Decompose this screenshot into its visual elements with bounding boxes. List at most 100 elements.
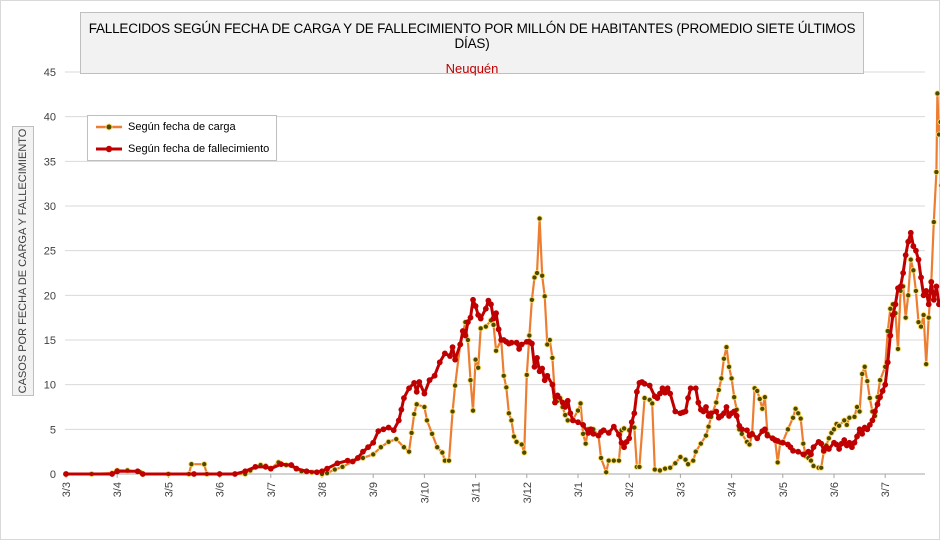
legend-line-fallecimiento-icon	[96, 145, 122, 153]
fallecimiento-point	[616, 431, 622, 438]
fallecimiento-point	[915, 256, 922, 263]
fallecimiento-point	[918, 274, 924, 281]
chart-title: FALLECIDOS SEGÚN FECHA DE CARGA Y DE FAL…	[88, 21, 856, 51]
x-tick-label: 3/4	[727, 482, 739, 497]
fallecimiento-point	[790, 447, 796, 454]
fallecimiento-point	[692, 385, 699, 392]
x-tick-label: 3/1	[573, 482, 585, 497]
carga-point	[685, 461, 692, 468]
fallecimiento-point	[808, 451, 814, 458]
carga-point	[912, 287, 919, 294]
fallecimiento-point	[841, 437, 848, 443]
fallecimiento-point	[465, 319, 471, 326]
fallecimiento-point	[109, 471, 115, 477]
fallecimiento-point	[795, 448, 802, 455]
carga-point	[641, 395, 648, 402]
fallecimiento-point	[139, 471, 146, 477]
fallecimiento-point	[401, 395, 407, 401]
fallecimiento-point	[426, 377, 433, 384]
carga-point	[713, 399, 720, 406]
carga-point	[925, 314, 932, 321]
carga-point	[661, 465, 669, 472]
carga-point	[759, 405, 766, 412]
carga-point	[800, 440, 807, 447]
fallecimiento-point	[859, 430, 866, 437]
fallecimiento-point	[541, 377, 548, 384]
carga-point	[692, 448, 699, 455]
carga-point	[836, 422, 843, 429]
fallecimiento-point	[700, 408, 707, 415]
carga-point	[434, 444, 441, 451]
fallecimiento-point	[657, 390, 663, 397]
carga-point	[933, 169, 940, 176]
fallecimiento-point	[554, 392, 561, 399]
carga-point	[846, 414, 853, 421]
carga-point	[531, 274, 538, 281]
x-tick-label: 3/12	[522, 482, 534, 503]
carga-point	[549, 354, 556, 361]
fallecimiento-point	[567, 410, 574, 417]
fallecimiento-point	[913, 247, 919, 254]
fallecimiento-point	[897, 283, 904, 290]
carga-point	[577, 400, 584, 407]
fallecimiento-point	[457, 341, 464, 348]
y-tick-label: 40	[44, 112, 56, 124]
carga-point	[677, 453, 684, 461]
fallecimiento-point	[413, 388, 420, 395]
fallecimiento-point	[654, 395, 661, 401]
carga-point	[400, 444, 407, 451]
fallecimiento-point	[889, 312, 896, 318]
fallecimiento-point	[390, 427, 397, 434]
fallecimiento-point	[882, 381, 889, 388]
fallecimiento-point	[872, 408, 878, 415]
fallecimiento-point	[63, 471, 69, 477]
x-tick-label: 3/11	[471, 482, 483, 503]
carga-point	[413, 401, 420, 408]
fallecimiento-point	[610, 423, 617, 430]
fallecimiento-point	[662, 389, 668, 396]
carga-point	[656, 467, 663, 474]
fallecimiento-point	[641, 380, 648, 387]
carga-point	[411, 411, 418, 418]
carga-point	[718, 375, 725, 382]
fallecimiento-point	[928, 279, 935, 285]
carga-point	[467, 377, 474, 384]
carga-point	[861, 363, 868, 370]
carga-point	[910, 267, 917, 274]
fallecimiento-point	[605, 430, 612, 436]
fallecimiento-point	[380, 426, 387, 433]
fallecimiento-point	[685, 395, 691, 401]
fallecimiento-point	[449, 344, 456, 351]
fallecimiento-point	[462, 332, 469, 339]
fallecimiento-point	[761, 426, 768, 433]
carga-point	[429, 430, 436, 437]
y-tick-label: 0	[50, 469, 56, 481]
carga-point	[725, 363, 733, 370]
carga-point	[807, 457, 815, 464]
fallecimiento-point	[459, 328, 466, 334]
carga-point	[877, 377, 884, 384]
fallecimiento-point	[920, 292, 927, 299]
legend-item-carga: Según fecha de carga	[96, 120, 236, 134]
chart-subtitle: Neuquén	[445, 61, 499, 76]
fallecimiento-point	[621, 444, 627, 451]
fallecimiento-point	[477, 315, 484, 322]
fallecimiento-point	[664, 385, 671, 392]
carga-point	[935, 131, 940, 138]
fallecimiento-point	[907, 229, 914, 236]
y-axis-label: CASOS POR FECHA DE CARGA Y FALLECIMIENTO	[17, 128, 29, 394]
carga-point	[541, 293, 548, 300]
fallecimiento-point	[703, 404, 709, 410]
carga-point	[562, 411, 569, 419]
fallecimiento-point	[731, 408, 738, 415]
fallecimiento-point	[744, 427, 750, 434]
fallecimiento-point	[869, 417, 876, 424]
fallecimiento-point	[370, 439, 377, 446]
fallecimiento-point	[902, 252, 909, 259]
carga-point	[905, 292, 912, 299]
fallecimiento-point	[278, 461, 284, 468]
carga-point	[902, 314, 909, 321]
carga-point	[610, 457, 617, 464]
legend-label-carga: Según fecha de carga	[128, 121, 236, 133]
